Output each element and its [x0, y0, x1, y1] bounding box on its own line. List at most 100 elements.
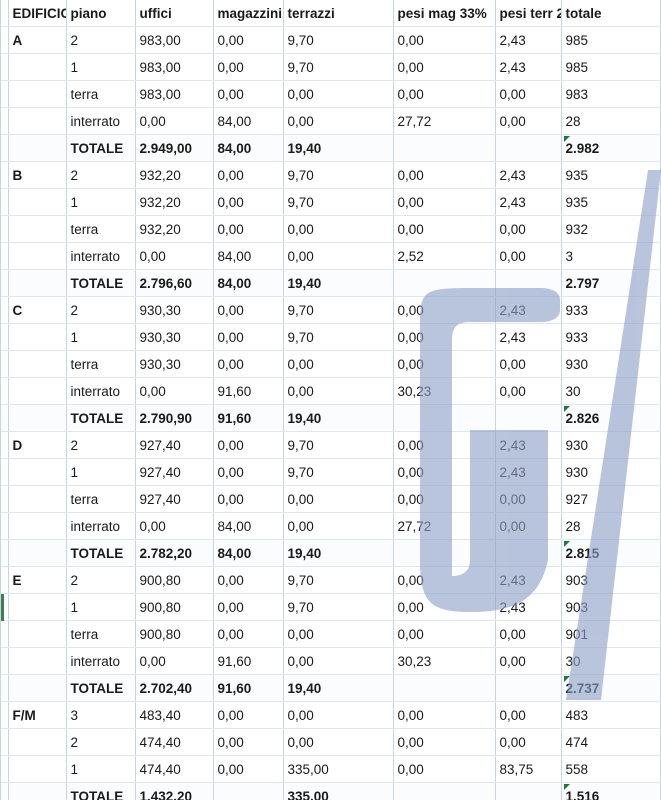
cell-magazzini[interactable]: 91,60: [213, 647, 284, 675]
cell-edificio[interactable]: C: [8, 296, 67, 324]
column-header-pesi_mag[interactable]: pesi mag 33%: [393, 0, 496, 27]
table-row[interactable]: TOTALE 2.796,60 84,00 19,40 2.797: [0, 269, 661, 297]
cell-pesi_terr[interactable]: 0,00: [495, 620, 562, 648]
cell-magazzini[interactable]: 0,00: [213, 26, 284, 54]
cell-pesi_mag[interactable]: 0,00: [393, 620, 496, 648]
cell-pesi_mag[interactable]: 0,00: [393, 215, 496, 243]
cell-edificio[interactable]: [8, 755, 67, 783]
column-header-piano[interactable]: piano: [66, 0, 136, 27]
cell-uffici[interactable]: 2.796,60: [135, 269, 214, 297]
cell-totale[interactable]: 30: [561, 377, 661, 405]
cell-edificio[interactable]: E: [8, 566, 67, 594]
table-row[interactable]: C 2 930,30 0,00 9,70 0,00 2,43 933: [0, 296, 661, 324]
cell-piano[interactable]: 3: [66, 701, 136, 729]
cell-magazzini[interactable]: 0,00: [213, 80, 284, 108]
cell-piano[interactable]: 2: [66, 161, 136, 189]
cell-edificio[interactable]: [8, 215, 67, 243]
cell-terrazzi[interactable]: 9,70: [283, 296, 394, 324]
table-row[interactable]: D 2 927,40 0,00 9,70 0,00 2,43 930: [0, 431, 661, 459]
cell-pesi_terr[interactable]: 0,00: [495, 701, 562, 729]
cell-magazzini[interactable]: 0,00: [213, 53, 284, 81]
cell-edificio[interactable]: [8, 134, 67, 162]
cell-totale[interactable]: 930: [561, 431, 661, 459]
cell-terrazzi[interactable]: 9,70: [283, 161, 394, 189]
row-header-gutter[interactable]: [0, 107, 9, 135]
cell-piano[interactable]: TOTALE: [66, 134, 136, 162]
row-header-gutter[interactable]: [0, 161, 9, 189]
table-row[interactable]: terra 930,30 0,00 0,00 0,00 0,00 930: [0, 350, 661, 378]
cell-uffici[interactable]: 2.949,00: [135, 134, 214, 162]
cell-magazzini[interactable]: 0,00: [213, 701, 284, 729]
cell-magazzini[interactable]: 91,60: [213, 377, 284, 405]
cell-totale[interactable]: 2.737: [561, 674, 661, 702]
cell-edificio[interactable]: [8, 647, 67, 675]
cell-uffici[interactable]: 2.702,40: [135, 674, 214, 702]
cell-edificio[interactable]: [8, 242, 67, 270]
cell-edificio[interactable]: [8, 485, 67, 513]
cell-pesi_terr[interactable]: 0,00: [495, 107, 562, 135]
cell-magazzini[interactable]: 84,00: [213, 107, 284, 135]
cell-piano[interactable]: 2: [66, 431, 136, 459]
row-header-gutter[interactable]: [0, 566, 9, 594]
cell-pesi_mag[interactable]: 0,00: [393, 566, 496, 594]
cell-terrazzi[interactable]: 19,40: [283, 404, 394, 432]
cell-edificio[interactable]: [8, 593, 67, 621]
cell-totale[interactable]: 3: [561, 242, 661, 270]
cell-uffici[interactable]: 983,00: [135, 53, 214, 81]
cell-uffici[interactable]: 474,40: [135, 755, 214, 783]
cell-magazzini[interactable]: 84,00: [213, 134, 284, 162]
cell-terrazzi[interactable]: 19,40: [283, 269, 394, 297]
cell-uffici[interactable]: 932,20: [135, 161, 214, 189]
cell-totale[interactable]: 927: [561, 485, 661, 513]
cell-uffici[interactable]: 0,00: [135, 512, 214, 540]
cell-uffici[interactable]: 2.782,20: [135, 539, 214, 567]
cell-piano[interactable]: TOTALE: [66, 674, 136, 702]
cell-pesi_terr[interactable]: 83,75: [495, 755, 562, 783]
table-row[interactable]: F/M 3 483,40 0,00 0,00 0,00 0,00 483: [0, 701, 661, 729]
cell-totale[interactable]: 558: [561, 755, 661, 783]
cell-uffici[interactable]: 930,30: [135, 350, 214, 378]
cell-edificio[interactable]: [8, 728, 67, 756]
cell-edificio[interactable]: B: [8, 161, 67, 189]
cell-terrazzi[interactable]: 9,70: [283, 323, 394, 351]
row-header-gutter[interactable]: [0, 539, 9, 567]
cell-terrazzi[interactable]: 19,40: [283, 674, 394, 702]
cell-edificio[interactable]: [8, 782, 67, 800]
cell-terrazzi[interactable]: 9,70: [283, 53, 394, 81]
cell-piano[interactable]: interrato: [66, 107, 136, 135]
cell-piano[interactable]: 2: [66, 566, 136, 594]
cell-totale[interactable]: 983: [561, 80, 661, 108]
cell-pesi_mag[interactable]: 0,00: [393, 755, 496, 783]
cell-pesi_terr[interactable]: 2,43: [495, 593, 562, 621]
cell-edificio[interactable]: [8, 377, 67, 405]
cell-totale[interactable]: 935: [561, 188, 661, 216]
table-row[interactable]: interrato 0,00 91,60 0,00 30,23 0,00 30: [0, 647, 661, 675]
cell-terrazzi[interactable]: 0,00: [283, 350, 394, 378]
cell-pesi_terr[interactable]: [495, 269, 562, 297]
cell-pesi_terr[interactable]: 2,43: [495, 188, 562, 216]
cell-piano[interactable]: interrato: [66, 377, 136, 405]
cell-uffici[interactable]: 930,30: [135, 296, 214, 324]
cell-uffici[interactable]: 0,00: [135, 377, 214, 405]
cell-pesi_terr[interactable]: [495, 539, 562, 567]
column-header-magazzini[interactable]: magazzini: [213, 0, 284, 27]
cell-piano[interactable]: 1: [66, 188, 136, 216]
table-row[interactable]: 1 927,40 0,00 9,70 0,00 2,43 930: [0, 458, 661, 486]
cell-terrazzi[interactable]: 0,00: [283, 485, 394, 513]
cell-magazzini[interactable]: 91,60: [213, 674, 284, 702]
cell-edificio[interactable]: [8, 512, 67, 540]
row-header-gutter[interactable]: [0, 269, 9, 297]
cell-piano[interactable]: TOTALE: [66, 404, 136, 432]
cell-piano[interactable]: terra: [66, 485, 136, 513]
row-header-gutter[interactable]: [0, 620, 9, 648]
cell-totale[interactable]: 2.815: [561, 539, 661, 567]
table-row[interactable]: interrato 0,00 84,00 0,00 27,72 0,00 28: [0, 512, 661, 540]
cell-totale[interactable]: 2.982: [561, 134, 661, 162]
cell-uffici[interactable]: 900,80: [135, 620, 214, 648]
cell-pesi_mag[interactable]: 0,00: [393, 431, 496, 459]
row-header-gutter[interactable]: [0, 431, 9, 459]
cell-pesi_terr[interactable]: [495, 404, 562, 432]
cell-pesi_mag[interactable]: [393, 674, 496, 702]
